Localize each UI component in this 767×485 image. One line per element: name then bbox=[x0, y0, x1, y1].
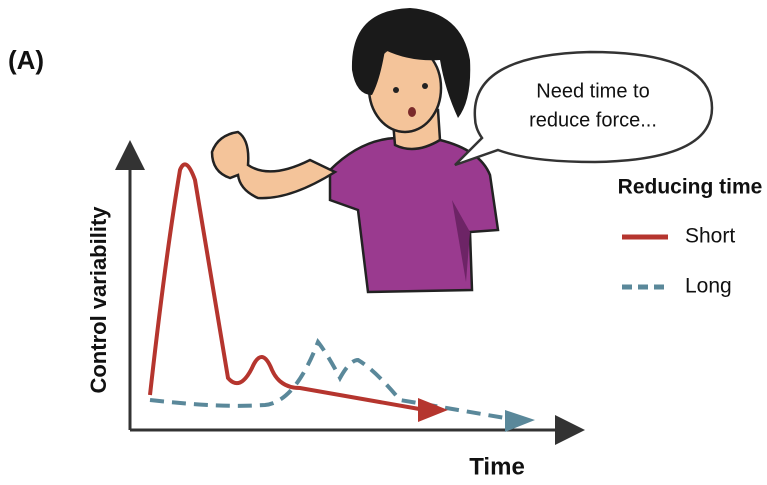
speech-line: Need time to bbox=[536, 80, 649, 102]
legend-title: Reducing time bbox=[618, 176, 763, 199]
panel-label: (A) bbox=[8, 45, 44, 75]
long-curve bbox=[150, 342, 505, 418]
figure: (A) Need time to reduce force... Control… bbox=[0, 0, 767, 485]
legend-label: Short bbox=[685, 225, 735, 248]
speech-line: reduce force... bbox=[529, 109, 657, 131]
x-axis-label: Time bbox=[469, 453, 525, 480]
person-illustration bbox=[212, 8, 498, 292]
legend-label: Long bbox=[685, 275, 732, 298]
short-arrowhead bbox=[418, 398, 448, 422]
y-axis-label: Control variability bbox=[86, 206, 111, 394]
